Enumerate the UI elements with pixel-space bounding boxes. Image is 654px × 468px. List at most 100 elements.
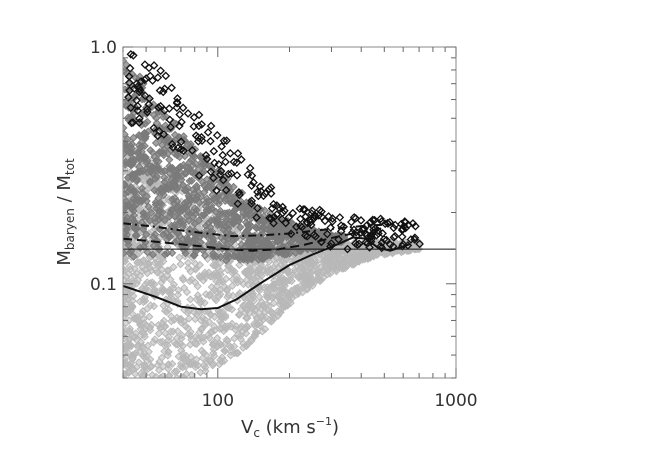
data-point [245, 299, 254, 308]
data-point [125, 327, 135, 336]
data-point [191, 264, 200, 274]
data-point [160, 347, 169, 356]
data-point [186, 295, 195, 304]
data-point [255, 292, 264, 302]
data-point [201, 320, 210, 329]
y-tick-label: 0.1 [90, 275, 117, 295]
data-point [186, 332, 195, 341]
data-point [176, 260, 185, 269]
data-point [156, 66, 165, 76]
data-point [158, 284, 167, 293]
data-point [150, 186, 159, 195]
x-tick-label: 1000 [434, 391, 477, 411]
data-point [227, 305, 237, 314]
data-point [123, 167, 128, 176]
data-point [187, 370, 196, 378]
data-point [241, 308, 250, 317]
data-point [178, 341, 187, 350]
data-point [209, 270, 218, 279]
data-point [191, 339, 200, 348]
data-point [127, 358, 136, 367]
data-point [347, 248, 357, 257]
data-point [123, 360, 129, 369]
data-point [169, 262, 178, 272]
data-point [200, 188, 209, 197]
data-point [135, 348, 144, 357]
data-point [146, 355, 155, 364]
data-point [161, 322, 170, 331]
data-point [193, 291, 202, 300]
data-point [182, 287, 192, 297]
data-point [209, 338, 218, 347]
data-point [167, 83, 176, 93]
data-point [191, 360, 200, 369]
data-point [216, 340, 225, 349]
data-point [147, 208, 156, 217]
x-tick-label: 100 [202, 391, 234, 411]
data-point [165, 289, 175, 298]
data-point [320, 255, 330, 264]
data-point [225, 341, 234, 350]
data-point [125, 334, 134, 343]
data-point [132, 269, 141, 278]
data-point [251, 327, 260, 336]
data-point [183, 308, 192, 317]
data-point [123, 257, 130, 266]
data-point [161, 71, 171, 81]
data-point [181, 322, 190, 331]
data-point [169, 337, 179, 346]
data-point [156, 338, 165, 347]
data-point [203, 128, 213, 137]
data-point [197, 346, 206, 355]
data-point [164, 332, 174, 342]
data-point [207, 283, 216, 292]
data-point [270, 276, 279, 285]
data-point [169, 284, 178, 293]
data-point [144, 183, 154, 193]
data-point [215, 286, 224, 295]
data-point [223, 284, 232, 294]
data-point [148, 278, 157, 287]
data-point [397, 232, 407, 242]
data-point [143, 261, 152, 270]
data-point [335, 213, 345, 222]
data-point [260, 283, 269, 292]
data-point [139, 344, 148, 353]
data-point [217, 276, 226, 285]
data-point [242, 329, 251, 338]
data-point [211, 296, 221, 305]
data-point [126, 300, 136, 310]
data-point [131, 369, 140, 378]
data-point [147, 320, 156, 329]
data-point [184, 314, 194, 323]
data-point [212, 130, 222, 140]
data-point [263, 293, 272, 303]
data-point [390, 231, 400, 241]
data-point [281, 302, 290, 311]
data-point [126, 305, 136, 314]
data-point [226, 351, 235, 360]
data-point [359, 252, 368, 261]
data-point [255, 319, 264, 328]
data-point [205, 290, 215, 299]
data-point [218, 150, 228, 160]
data-point [253, 268, 262, 277]
data-point [249, 263, 258, 272]
data-point [209, 348, 218, 358]
data-point [206, 136, 215, 146]
data-point [221, 324, 231, 333]
data-point [134, 316, 143, 325]
data-point [272, 254, 281, 263]
data-point [275, 285, 284, 294]
data-point [210, 312, 219, 322]
data-point [179, 275, 188, 284]
data-point [220, 347, 230, 356]
data-point [233, 149, 243, 158]
data-point [164, 305, 174, 314]
data-point [186, 352, 196, 362]
data-point [143, 304, 152, 313]
scatter-points [123, 49, 424, 378]
data-point [340, 261, 349, 270]
data-point [254, 308, 264, 318]
